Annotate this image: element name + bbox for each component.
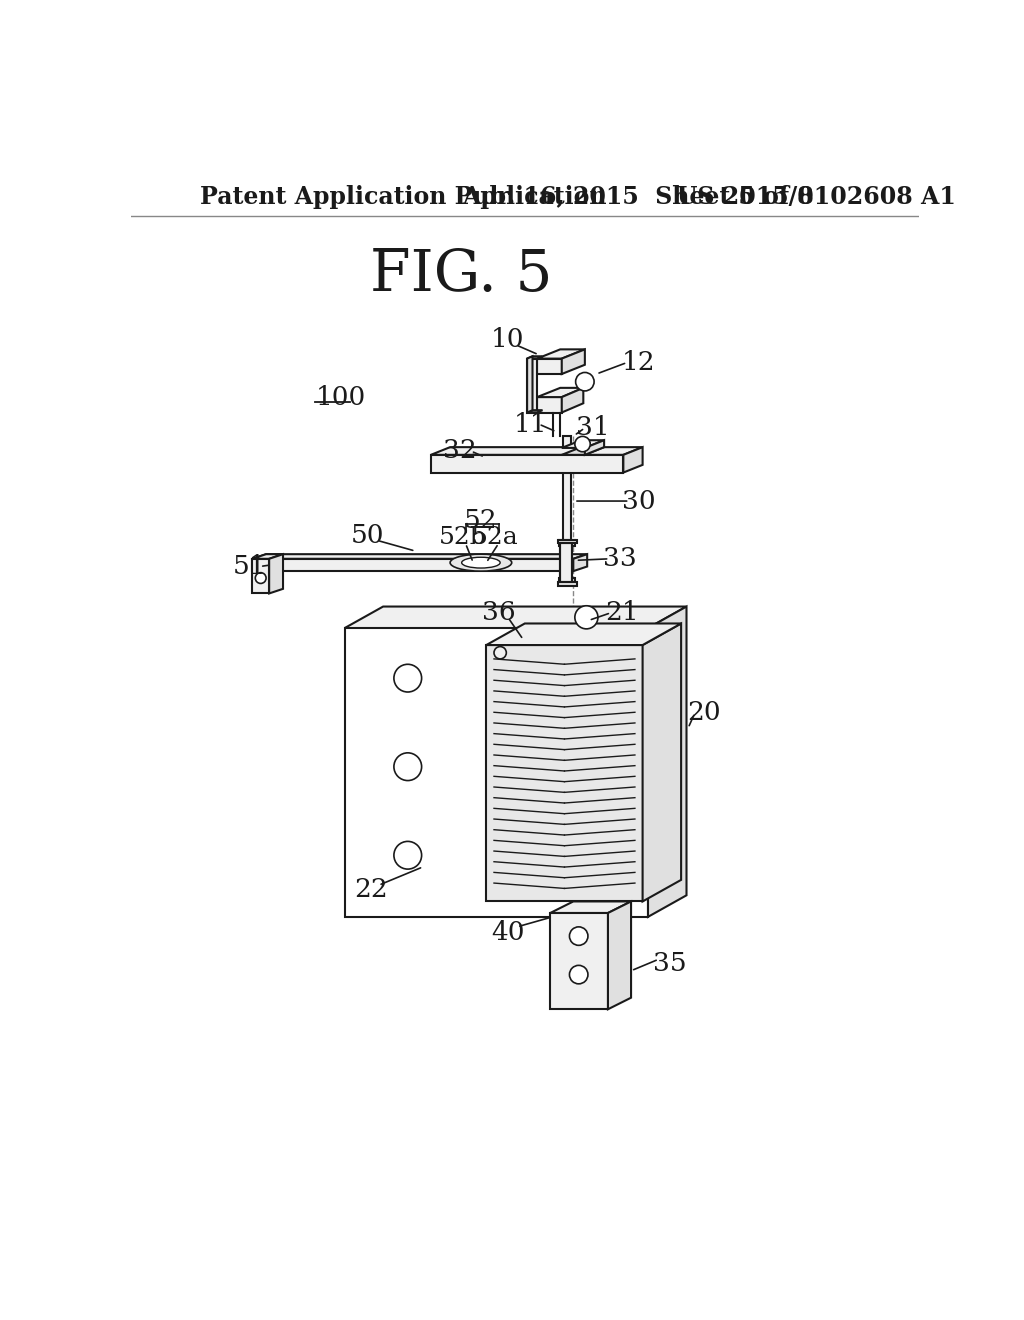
Text: Patent Application Publication: Patent Application Publication [200,185,606,209]
Polygon shape [527,411,543,412]
Polygon shape [527,356,532,412]
Polygon shape [560,544,571,582]
Text: 20: 20 [687,701,721,725]
Text: FIG. 5: FIG. 5 [371,247,553,304]
Polygon shape [562,388,584,412]
Polygon shape [252,554,587,558]
Text: 52b: 52b [439,525,487,549]
Ellipse shape [451,554,512,572]
Text: 50: 50 [351,523,384,548]
Polygon shape [538,350,585,359]
Circle shape [569,927,588,945]
Polygon shape [648,607,686,917]
Text: 35: 35 [652,950,686,975]
Text: 21: 21 [605,601,639,626]
Polygon shape [624,447,643,473]
Ellipse shape [462,557,500,568]
Polygon shape [559,578,574,585]
Polygon shape [585,441,604,455]
Circle shape [575,372,594,391]
Text: 31: 31 [575,416,609,441]
Text: 12: 12 [622,350,655,375]
Text: 10: 10 [492,327,524,352]
Polygon shape [527,359,538,412]
Polygon shape [252,554,283,558]
Polygon shape [559,540,574,545]
Text: 51: 51 [233,554,266,579]
Polygon shape [538,359,562,374]
Polygon shape [550,913,608,1010]
Polygon shape [550,902,631,913]
Polygon shape [573,554,587,572]
Polygon shape [345,628,648,917]
Polygon shape [562,447,604,455]
Text: 52a: 52a [471,525,518,549]
Polygon shape [252,558,269,594]
Polygon shape [538,388,584,397]
Polygon shape [252,558,573,572]
Polygon shape [431,447,643,455]
Text: 33: 33 [603,546,636,572]
Polygon shape [345,607,686,628]
Circle shape [574,437,590,451]
Polygon shape [486,623,681,645]
Polygon shape [558,582,578,586]
Polygon shape [558,540,578,544]
Circle shape [394,664,422,692]
Polygon shape [562,441,604,447]
Text: 22: 22 [354,878,388,903]
Circle shape [569,965,588,983]
Polygon shape [562,350,585,374]
Circle shape [394,752,422,780]
Text: 52: 52 [464,508,498,533]
Polygon shape [431,455,624,473]
Polygon shape [563,436,571,544]
Text: 36: 36 [482,601,515,626]
Polygon shape [486,645,643,902]
Polygon shape [563,545,571,578]
Polygon shape [608,902,631,1010]
Text: 30: 30 [622,488,655,513]
Circle shape [394,841,422,869]
Circle shape [494,647,506,659]
Text: Apr. 16, 2015  Sheet 5 of 8: Apr. 16, 2015 Sheet 5 of 8 [462,185,813,209]
Text: 40: 40 [492,920,524,945]
Circle shape [574,606,598,628]
Text: 100: 100 [315,384,366,409]
Text: US 2015/0102608 A1: US 2015/0102608 A1 [677,185,956,209]
Polygon shape [538,397,562,412]
Polygon shape [643,623,681,902]
Polygon shape [527,356,543,359]
Text: 32: 32 [443,438,477,463]
Polygon shape [269,554,283,594]
Text: 11: 11 [514,412,548,437]
Circle shape [255,573,266,583]
